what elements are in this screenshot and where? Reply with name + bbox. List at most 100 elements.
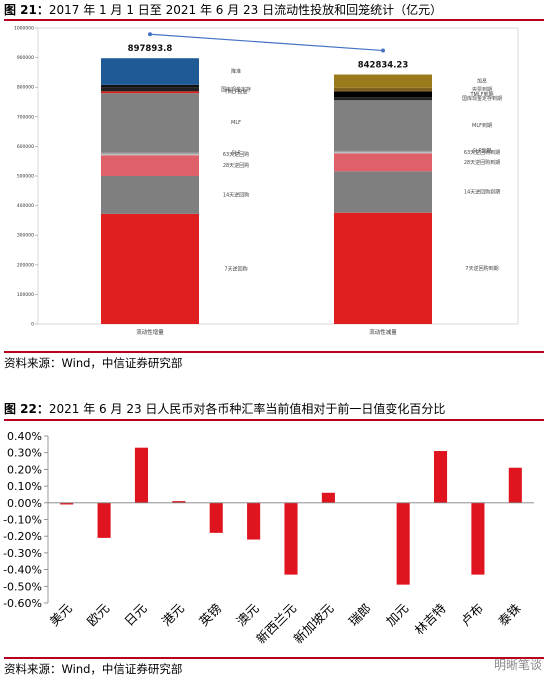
y-tick-label: 600000: [17, 144, 34, 150]
y-tick-label: -0.40%: [3, 564, 42, 577]
bar-segment: [334, 87, 432, 92]
segment-label: 63天逆回购到期: [464, 149, 500, 156]
figure21-title-label: 图 21：: [4, 3, 49, 17]
total-line: [149, 33, 384, 52]
bar-segment: [334, 212, 432, 324]
total-value-label: 897893.8: [128, 44, 173, 54]
bar-segment: [101, 93, 199, 153]
y-tick-label: 100000: [17, 292, 34, 298]
segment-label: TMLF投放: [223, 89, 247, 96]
bar: [284, 502, 298, 575]
bar: [60, 502, 74, 505]
x-category-label: 美元: [47, 601, 75, 629]
figure21-title: 图 21：2017 年 1 月 1 日至 2021 年 6 月 23 日流动性投…: [4, 3, 442, 18]
y-tick-label: 0.20%: [7, 463, 42, 476]
segment-label: 国库现金定存: [221, 86, 251, 93]
watermark-logo: 明晰笔谈: [494, 656, 542, 673]
bar: [508, 467, 522, 503]
bar: [209, 502, 223, 533]
y-tick-label: 400000: [17, 203, 34, 209]
bar-segment: [101, 152, 199, 154]
y-tick-label: 0: [31, 322, 34, 328]
segment-label: SLF到期: [473, 148, 492, 155]
figure21-bottom-rule: [4, 351, 544, 353]
bar-segment: [334, 171, 432, 213]
y-tick-label: 700000: [17, 114, 34, 120]
figure22-top-rule: [4, 419, 544, 421]
figure22-chart: -0.60% -0.50% -0.40% -0.30% -0.20% -0.10% 0.00…: [3, 430, 534, 647]
bar-segment: [334, 151, 432, 154]
figure21-source: 资料来源：Wind，中信证券研究部: [4, 356, 183, 370]
figure22-title-text: 2021 年 6 月 23 日人民币对各币种汇率当前值相对于前一日值变化百分比: [48, 402, 446, 416]
y-tick-label: 500000: [17, 174, 34, 180]
segment-label: MLF: [231, 120, 241, 126]
figure21-title-text: 2017 年 1 月 1 日至 2021 年 6 月 23 日流动性投放和回笼统…: [48, 3, 443, 17]
y-tick-label: -0.10%: [3, 514, 42, 527]
bar-segment: [101, 176, 199, 214]
x-category-label: 港元: [159, 601, 187, 629]
segment-label: 7天逆回购: [224, 265, 247, 272]
bar-segment: [101, 213, 199, 324]
y-tick-label: 200000: [17, 262, 34, 268]
bar: [172, 501, 186, 503]
bar: [433, 451, 448, 503]
segment-label: SLF: [232, 150, 241, 156]
x-category-label: 欧元: [84, 601, 112, 629]
total-value-label: 842834.23: [358, 61, 409, 71]
bar: [321, 492, 335, 503]
y-tick-label: -0.20%: [3, 530, 42, 543]
y-tick-label: -0.60%: [3, 597, 42, 610]
bar: [134, 447, 149, 503]
x-category-label: 林吉特: [412, 601, 449, 638]
x-category-label: 卢布: [458, 601, 486, 629]
segment-label: MLF到期: [472, 122, 492, 129]
segment-label: 14天逆回购: [223, 191, 249, 198]
segment-label: 7天逆回购到期: [465, 265, 498, 272]
bar: [247, 502, 261, 540]
y-tick-label: 0.40%: [7, 430, 42, 443]
bar: [396, 502, 410, 585]
segment-label: 63天逆回购: [223, 151, 249, 158]
segment-label: 降准: [231, 68, 241, 75]
y-tick-label: 1000000: [14, 26, 34, 32]
bar-segment: [334, 74, 432, 88]
x-category-label: 流动性减量: [369, 328, 397, 336]
y-tick-label: 300000: [17, 233, 34, 239]
figure22-bottom-rule: [4, 657, 544, 659]
watermark-text: 明晰笔谈: [493, 658, 542, 672]
bar-segment: [101, 84, 199, 88]
y-tick-label: 800000: [17, 85, 34, 91]
bar-segment: [334, 150, 432, 152]
figure22-title-label: 图 22：: [4, 402, 49, 416]
figure22-source: 资料来源：Wind，中信证券研究部: [4, 662, 183, 676]
x-category-label: 澳元: [233, 601, 261, 629]
x-category-label: 流动性增量: [136, 328, 164, 336]
figure21-chart: 0 100000 200000 300000 400000 500000 600000 700…: [14, 26, 519, 336]
bar-segment: [334, 97, 432, 101]
y-tick-label: -0.50%: [3, 580, 42, 593]
x-category-label: 瑞郎: [346, 601, 374, 629]
total-marker: [148, 32, 152, 37]
bar-segment: [101, 91, 199, 94]
bar-segment: [101, 87, 199, 92]
bar-segment: [101, 58, 199, 85]
x-category-label: 加元: [383, 601, 411, 629]
y-tick-label: 0.10%: [7, 480, 42, 493]
y-tick-label: 0.00%: [7, 497, 42, 510]
segment-label: 国库现金定存到期: [462, 95, 502, 102]
x-category-label: 新西兰元: [253, 601, 299, 647]
bar: [97, 502, 111, 538]
x-category-label: 英镑: [196, 601, 224, 629]
bar-segment: [334, 153, 432, 172]
segment-label: 央票到期: [472, 86, 492, 93]
x-category-label: 新加坡元: [291, 601, 337, 647]
y-tick-label: -0.30%: [3, 547, 42, 560]
bar: [471, 502, 485, 575]
x-category-label: 泰铢: [495, 600, 524, 629]
figure22-title: 图 22：2021 年 6 月 23 日人民币对各币种汇率当前值相对于前一日值变…: [4, 402, 445, 417]
total-marker: [381, 48, 385, 53]
x-category-label: 日元: [121, 601, 149, 629]
bar-segment: [101, 153, 199, 156]
segment-label: 加息: [477, 78, 487, 85]
bar-segment: [334, 100, 432, 151]
